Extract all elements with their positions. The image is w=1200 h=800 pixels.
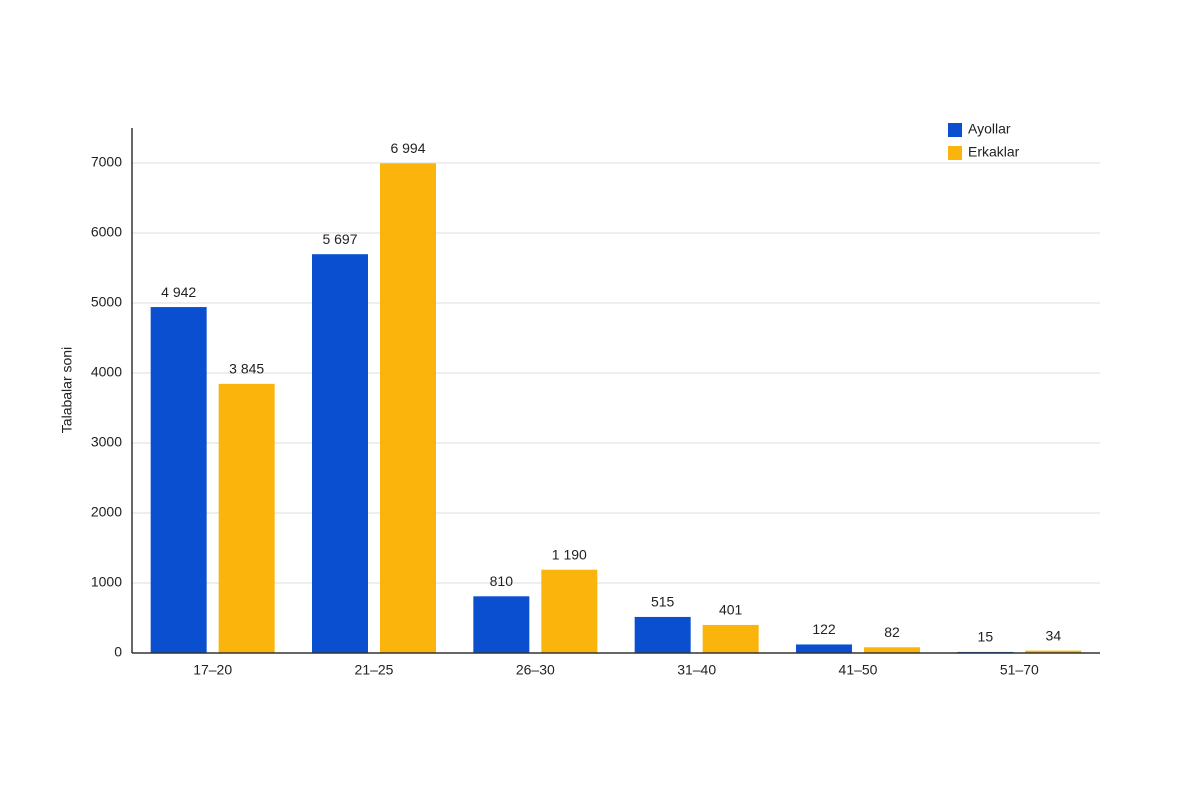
y-tick-label: 0 bbox=[114, 644, 122, 660]
value-label: 122 bbox=[812, 621, 836, 637]
x-tick-label: 21–25 bbox=[355, 662, 394, 678]
y-tick-label: 6000 bbox=[91, 224, 122, 240]
legend-swatch bbox=[948, 123, 962, 137]
bars bbox=[150, 163, 1082, 654]
value-label: 4 942 bbox=[161, 284, 196, 300]
x-tick-label: 17–20 bbox=[193, 662, 232, 678]
x-tick-label: 31–40 bbox=[677, 662, 716, 678]
bar bbox=[473, 596, 530, 653]
bar bbox=[1025, 650, 1082, 653]
y-tick-label: 4000 bbox=[91, 364, 122, 380]
bar bbox=[796, 644, 852, 653]
value-label: 1 190 bbox=[552, 546, 587, 562]
y-tick-label: 1000 bbox=[91, 574, 122, 590]
grid bbox=[132, 162, 1100, 654]
y-axis-title: Talabalar soni bbox=[59, 347, 75, 433]
bar bbox=[702, 624, 759, 653]
bar bbox=[312, 254, 368, 653]
bar bbox=[380, 163, 436, 654]
x-tick-label: 26–30 bbox=[516, 662, 555, 678]
x-tick-label: 51–70 bbox=[1000, 662, 1039, 678]
legend-label: Ayollar bbox=[968, 121, 1011, 137]
y-tick-label: 3000 bbox=[91, 434, 122, 450]
bar bbox=[150, 307, 207, 653]
value-label: 401 bbox=[719, 602, 743, 618]
value-label: 82 bbox=[884, 624, 900, 640]
value-label: 6 994 bbox=[390, 140, 425, 156]
legend-label: Erkaklar bbox=[968, 144, 1020, 160]
y-tick-label: 7000 bbox=[91, 154, 122, 170]
value-label: 810 bbox=[490, 573, 514, 589]
bar bbox=[218, 383, 275, 653]
y-tick-label: 5000 bbox=[91, 294, 122, 310]
value-label: 3 845 bbox=[229, 361, 264, 377]
value-label: 34 bbox=[1046, 627, 1062, 643]
bar bbox=[634, 616, 691, 653]
value-label: 15 bbox=[978, 629, 994, 645]
y-tick-label: 2000 bbox=[91, 504, 122, 520]
legend-swatch bbox=[948, 146, 962, 160]
x-tick-label: 41–50 bbox=[839, 662, 878, 678]
bar bbox=[541, 569, 598, 653]
bar bbox=[864, 647, 920, 653]
value-label: 515 bbox=[651, 594, 675, 610]
value-label: 5 697 bbox=[322, 231, 357, 247]
